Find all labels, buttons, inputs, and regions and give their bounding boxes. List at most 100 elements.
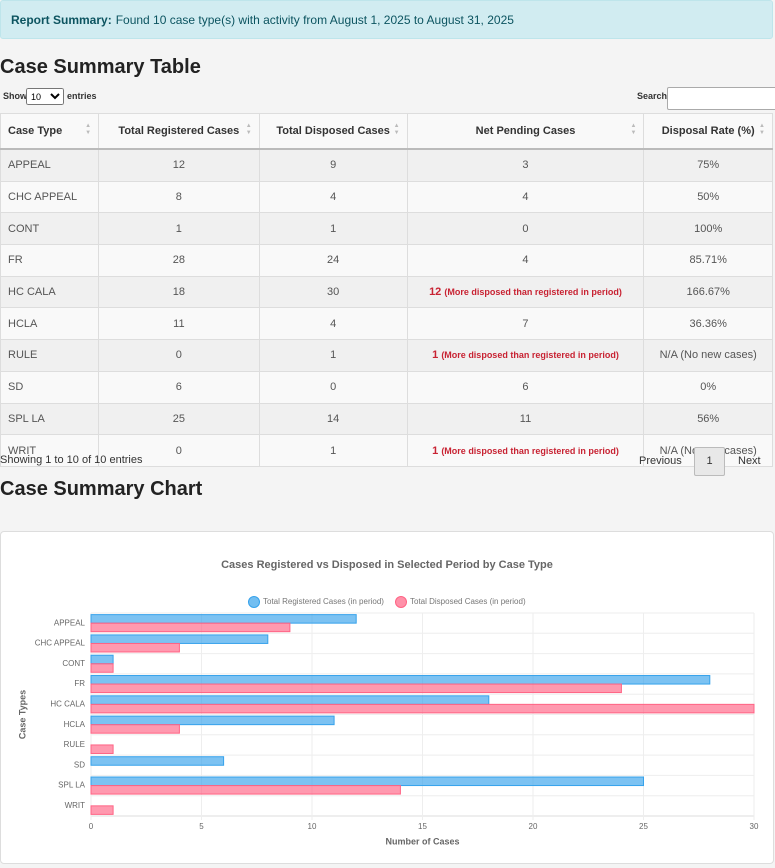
table-cell: FR — [0, 244, 100, 277]
next-button[interactable]: Next — [738, 455, 761, 467]
table-body: APPEAL 12 9 3 75% CHC APPEAL 8 4 4 50% CONT 1 1 0 100%… — [0, 148, 773, 467]
legend-swatch — [395, 596, 407, 608]
column-header[interactable]: Net Pending Cases — [406, 113, 645, 150]
column-header[interactable]: Disposal Rate (%) — [643, 113, 773, 150]
table-cell: 6 — [406, 370, 645, 404]
bar — [90, 776, 644, 787]
x-tick-label: 25 — [639, 822, 648, 831]
cell-value: 1 — [432, 444, 439, 457]
bar — [90, 663, 114, 673]
table-cell: SPL LA — [0, 402, 100, 436]
search-label: Search: — [637, 91, 671, 101]
table-row: HCLA 11 4 7 36.36% — [0, 307, 773, 341]
table-cell: HC CALA — [0, 275, 100, 309]
column-header[interactable]: Case Type — [0, 113, 100, 150]
bar — [90, 622, 291, 633]
table-cell: 18 — [98, 275, 260, 309]
table-cell: 4 — [258, 307, 408, 341]
previous-button[interactable]: Previous — [639, 455, 682, 467]
table-cell: 24 — [258, 244, 408, 277]
bar — [90, 756, 225, 766]
chart-card: Cases Registered vs Disposed in Selected… — [0, 531, 774, 864]
table-cell: 28 — [98, 244, 260, 277]
table-cell: 100% — [643, 212, 773, 246]
bar — [90, 724, 180, 734]
x-tick-label: 20 — [529, 822, 538, 831]
table-cell: 12 (More disposed than registered in per… — [406, 275, 645, 309]
table-row: RULE 0 1 1 (More disposed than registered i… — [0, 339, 773, 372]
show-label: Show — [3, 91, 27, 101]
bar — [90, 634, 269, 644]
y-tick-label: WRIT — [65, 801, 86, 810]
table-cell: 166.67% — [643, 275, 773, 309]
table-row: FR 28 24 4 85.71% — [0, 244, 773, 277]
legend-swatch — [248, 596, 260, 608]
alert-text: Found 10 case type(s) with activity from… — [115, 13, 514, 27]
table-row: SPL LA 25 14 11 56% — [0, 402, 773, 436]
cell-value: 12 — [429, 286, 442, 299]
table-cell: 4 — [406, 244, 645, 277]
page-size-select[interactable]: 10 — [26, 88, 64, 105]
chart: Cases Registered vs Disposed in Selected… — [17, 559, 759, 846]
table-row: APPEAL 12 9 3 75% — [0, 148, 773, 182]
table-cell: N/A (No new cases) — [643, 339, 773, 372]
table-cell: RULE — [0, 339, 100, 372]
bar — [90, 785, 401, 795]
legend-label: Total Disposed Cases (in period) — [410, 597, 526, 606]
table-row: CHC APPEAL 8 4 4 50% — [0, 180, 773, 214]
table-cell: 11 — [406, 402, 645, 436]
y-axis-label: Case Types — [17, 690, 27, 739]
table-cell: 4 — [258, 180, 408, 214]
table-cell: 50% — [643, 180, 773, 214]
x-tick-label: 5 — [199, 822, 204, 831]
table-cell: 3 — [406, 148, 645, 182]
table-cell: 0 — [258, 370, 408, 404]
table-cell: 1 — [258, 339, 408, 372]
search-input[interactable] — [667, 87, 775, 110]
table-cell: 36.36% — [643, 307, 773, 341]
table-cell: 85.71% — [643, 244, 773, 277]
table-row: SD 6 0 6 0% — [0, 370, 773, 404]
x-tick-label: 10 — [308, 822, 317, 831]
table-cell: 4 — [406, 180, 645, 214]
table-cell: 25 — [98, 402, 260, 436]
table-cell: HCLA — [0, 307, 100, 341]
page-button[interactable]: 1 — [694, 447, 725, 476]
x-tick-label: 15 — [418, 822, 427, 831]
y-tick-label: APPEAL — [54, 618, 86, 627]
bar — [90, 642, 180, 653]
x-tick-label: 0 — [89, 822, 94, 831]
y-tick-label: SPL LA — [58, 781, 85, 790]
table-cell: 0 — [406, 212, 645, 246]
table-cell: 75% — [643, 148, 773, 182]
bar — [90, 715, 335, 726]
column-header[interactable]: Total Registered Cases — [98, 113, 260, 150]
column-header[interactable]: Total Disposed Cases — [258, 113, 408, 150]
table-heading: Case Summary Table — [0, 56, 201, 78]
table-cell: 14 — [258, 402, 408, 436]
cell-note: (More disposed than registered in period… — [441, 350, 619, 361]
bar — [90, 805, 114, 815]
bar — [90, 695, 490, 705]
table-cell: 30 — [258, 275, 408, 309]
cell-value: 1 — [432, 349, 439, 362]
entries-label: entries — [67, 91, 97, 101]
y-tick-label: SD — [74, 760, 85, 769]
y-tick-label: RULE — [64, 740, 85, 749]
table-cell: 1 — [258, 434, 408, 467]
table-cell: 11 — [98, 307, 260, 341]
table-row: CONT 1 1 0 100% — [0, 212, 773, 246]
table-cell: 1 (More disposed than registered in peri… — [406, 434, 645, 467]
chart-title: Cases Registered vs Disposed in Selected… — [221, 559, 553, 571]
table-cell: N/A (No new cases) — [643, 434, 773, 467]
bar — [90, 654, 114, 665]
table-cell: 8 — [98, 180, 260, 214]
table-cell: 1 (More disposed than registered in peri… — [406, 339, 645, 372]
bar — [90, 683, 622, 694]
y-tick-label: CONT — [62, 659, 85, 668]
table-cell: SD — [0, 370, 100, 404]
x-axis-label: Number of Cases — [385, 836, 459, 846]
y-tick-label: HC CALA — [50, 699, 85, 708]
